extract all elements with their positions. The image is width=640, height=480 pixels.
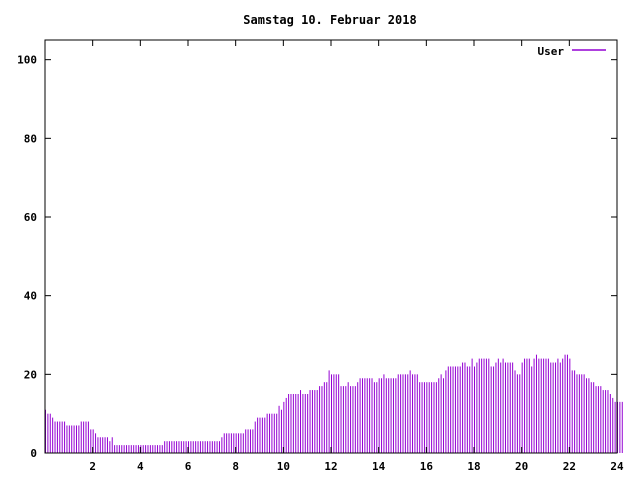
x-tick-label: 14 xyxy=(372,460,386,473)
x-tick-label: 6 xyxy=(185,460,192,473)
x-tick-label: 16 xyxy=(420,460,434,473)
legend-label-user: User xyxy=(538,45,565,58)
x-tick-label: 22 xyxy=(563,460,576,473)
y-tick-label: 0 xyxy=(30,447,37,460)
x-tick-label: 12 xyxy=(324,460,337,473)
x-tick-label: 10 xyxy=(277,460,290,473)
x-tick-label: 8 xyxy=(232,460,239,473)
bar-series-user xyxy=(45,354,623,453)
x-tick-label: 24 xyxy=(610,460,624,473)
x-tick-label: 2 xyxy=(89,460,96,473)
y-tick-label: 80 xyxy=(24,132,37,145)
legend: User xyxy=(538,45,606,58)
chart-title: Samstag 10. Februar 2018 xyxy=(243,13,416,27)
y-tick-label: 100 xyxy=(17,54,37,67)
y-tick-label: 40 xyxy=(24,290,37,303)
x-tick-label: 4 xyxy=(137,460,144,473)
x-tick-label: 20 xyxy=(515,460,528,473)
x-tick-label: 18 xyxy=(467,460,480,473)
y-tick-label: 20 xyxy=(24,368,37,381)
y-tick-label: 60 xyxy=(24,211,37,224)
